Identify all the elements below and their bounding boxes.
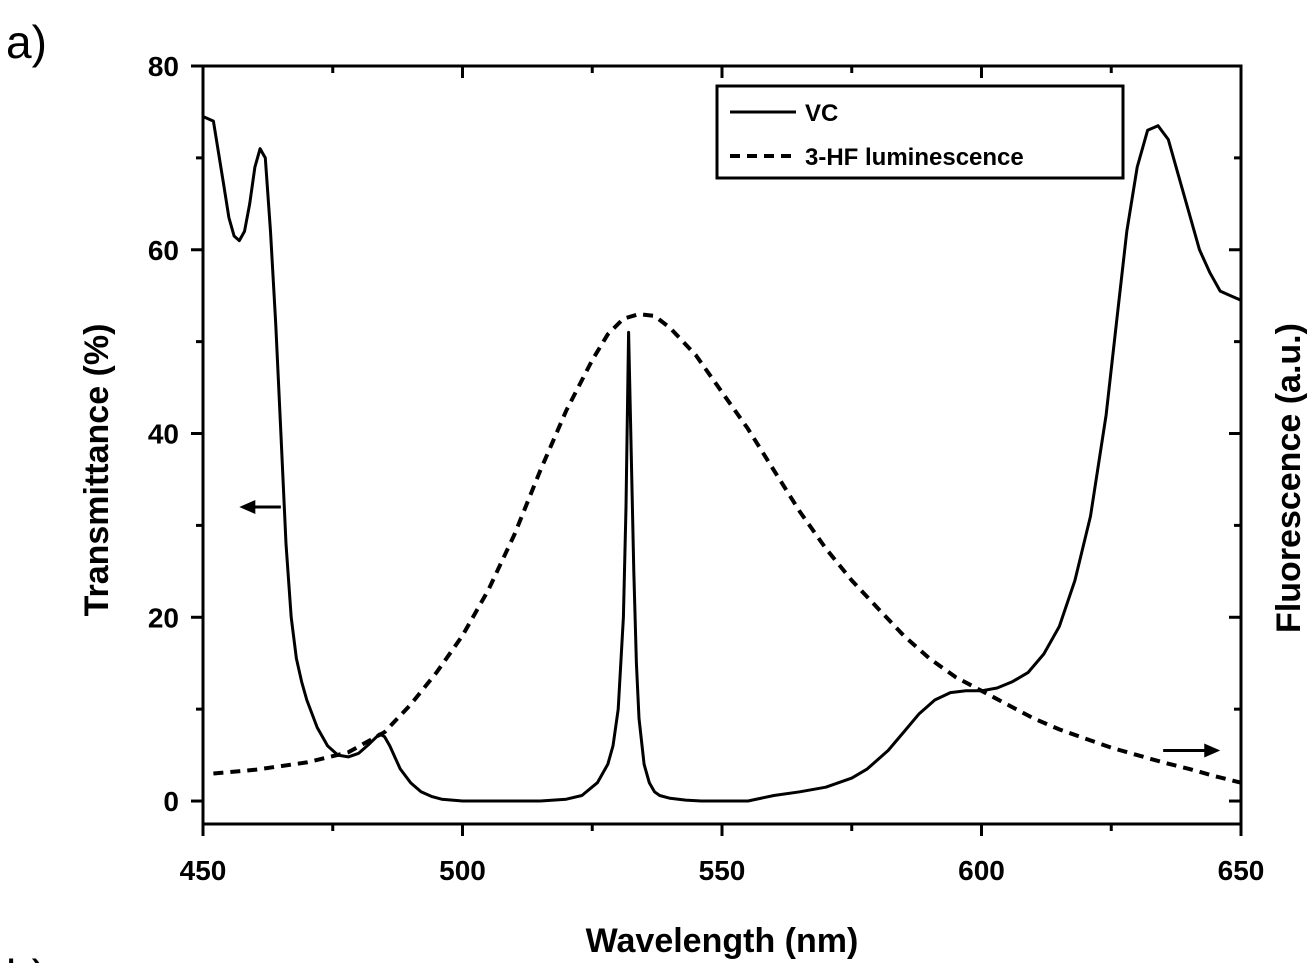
series-line-vc (202, 115, 1242, 803)
y-tick-label: 60 (148, 235, 179, 266)
legend-box (715, 84, 1125, 180)
x-tick-label: 650 (1218, 855, 1265, 886)
x-tick-label: 450 (180, 855, 227, 886)
x-tick-label: 600 (958, 855, 1005, 886)
y-axis-title-right: Fluorescence (a.u.) (1270, 323, 1308, 633)
y-tick-label: 80 (148, 51, 179, 82)
y-tick-label: 0 (163, 786, 179, 817)
left-axis-arrow (239, 500, 281, 515)
right-axis-arrow (1163, 743, 1221, 758)
tick-labels: 450 500 550 600 650 0 20 40 60 80 (148, 51, 1265, 886)
plot-frame (201, 64, 1243, 826)
x-axis-title: Wavelength (nm) (586, 922, 859, 960)
y-tick-label: 20 (148, 602, 179, 633)
panel-label-b: b) (6, 950, 47, 963)
series-layer (202, 115, 1242, 803)
legend: VC 3-HF luminescence (715, 84, 1125, 180)
axis-arrows (239, 500, 1221, 758)
axis-ticks (191, 64, 1243, 836)
x-tick-label: 550 (699, 855, 746, 886)
y-axis-title-left: Transmittance (%) (78, 324, 116, 617)
x-tick-label: 500 (439, 855, 486, 886)
legend-label-3hf: 3-HF luminescence (805, 144, 1024, 171)
panel-label-a: a) (6, 16, 47, 68)
y-tick-label: 40 (148, 419, 179, 450)
series-line-3-hf-luminescence (213, 312, 1242, 785)
legend-label-vc: VC (805, 100, 838, 127)
